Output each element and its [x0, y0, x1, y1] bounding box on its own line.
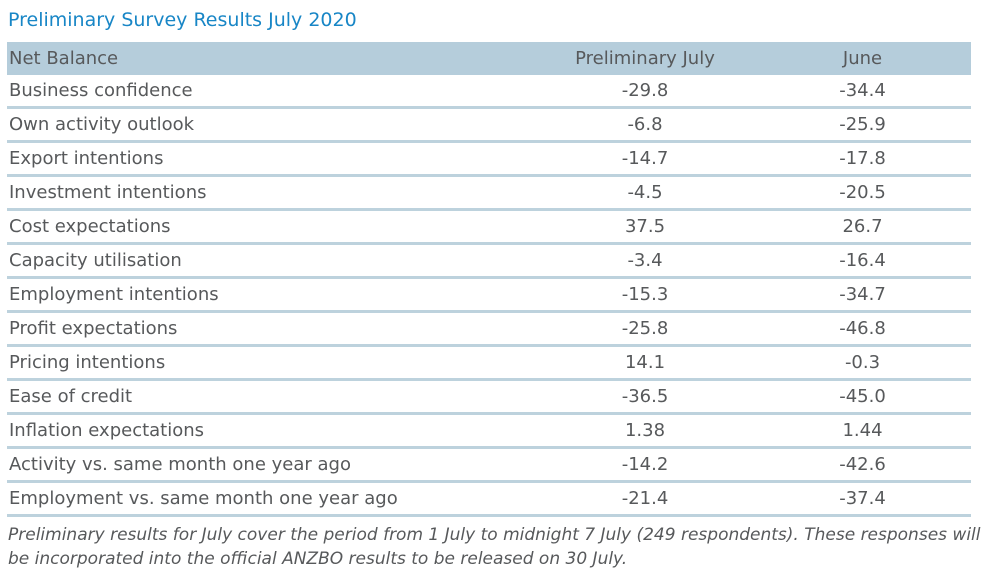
row-label: Employment vs. same month one year ago [7, 481, 500, 517]
footnote: Preliminary results for July cover the p… [8, 525, 981, 569]
value-june: -0.3 [790, 345, 971, 381]
column-header-preliminary-july: Preliminary July [500, 42, 790, 75]
value-preliminary-july: -25.8 [500, 311, 790, 347]
row-label: Inflation expectations [7, 413, 500, 449]
survey-results-table: Net Balance Preliminary July June Busine… [7, 42, 971, 517]
value-preliminary-july: -14.2 [500, 447, 790, 483]
table-row: Export intentions -14.7 -17.8 [7, 141, 971, 177]
row-label: Capacity utilisation [7, 243, 500, 279]
header-row: Net Balance Preliminary July June [7, 42, 971, 75]
table-row: Ease of credit -36.5 -45.0 [7, 379, 971, 415]
column-header-net-balance: Net Balance [7, 42, 500, 75]
table-header: Net Balance Preliminary July June [7, 42, 971, 75]
value-preliminary-july: -36.5 [500, 379, 790, 415]
row-label: Pricing intentions [7, 345, 500, 381]
value-june: -42.6 [790, 447, 971, 483]
value-june: -37.4 [790, 481, 971, 517]
row-label: Own activity outlook [7, 107, 500, 143]
row-label: Ease of credit [7, 379, 500, 415]
row-label: Cost expectations [7, 209, 500, 245]
value-preliminary-july: 37.5 [500, 209, 790, 245]
table-row: Inflation expectations 1.38 1.44 [7, 413, 971, 449]
value-preliminary-july: -15.3 [500, 277, 790, 313]
value-june: -45.0 [790, 379, 971, 415]
table-row: Activity vs. same month one year ago -14.… [7, 447, 971, 483]
table-row: Cost expectations 37.5 26.7 [7, 209, 971, 245]
column-header-june: June [790, 42, 971, 75]
row-label: Investment intentions [7, 175, 500, 211]
value-june: 26.7 [790, 209, 971, 245]
value-preliminary-july: 1.38 [500, 413, 790, 449]
value-june: -34.7 [790, 277, 971, 313]
table-row: Capacity utilisation -3.4 -16.4 [7, 243, 971, 279]
table-row: Employment vs. same month one year ago -2… [7, 481, 971, 517]
row-label: Export intentions [7, 141, 500, 177]
value-preliminary-july: -29.8 [500, 75, 790, 109]
value-june: -16.4 [790, 243, 971, 279]
page-title: Preliminary Survey Results July 2020 [8, 9, 357, 31]
row-label: Profit expectations [7, 311, 500, 347]
value-preliminary-july: 14.1 [500, 345, 790, 381]
value-june: -17.8 [790, 141, 971, 177]
row-label: Activity vs. same month one year ago [7, 447, 500, 483]
table-row: Business confidence -29.8 -34.4 [7, 75, 971, 109]
value-june: 1.44 [790, 413, 971, 449]
row-label: Business confidence [7, 75, 500, 109]
table-row: Investment intentions -4.5 -20.5 [7, 175, 971, 211]
value-preliminary-july: -6.8 [500, 107, 790, 143]
value-preliminary-july: -21.4 [500, 481, 790, 517]
row-label: Employment intentions [7, 277, 500, 313]
table-row: Pricing intentions 14.1 -0.3 [7, 345, 971, 381]
value-june: -25.9 [790, 107, 971, 143]
value-preliminary-july: -4.5 [500, 175, 790, 211]
value-preliminary-july: -3.4 [500, 243, 790, 279]
value-preliminary-july: -14.7 [500, 141, 790, 177]
value-june: -46.8 [790, 311, 971, 347]
table-row: Profit expectations -25.8 -46.8 [7, 311, 971, 347]
value-june: -34.4 [790, 75, 971, 109]
table-row: Employment intentions -15.3 -34.7 [7, 277, 971, 313]
value-june: -20.5 [790, 175, 971, 211]
table-body: Business confidence -29.8 -34.4 Own activit… [7, 75, 971, 517]
table-row: Own activity outlook -6.8 -25.9 [7, 107, 971, 143]
